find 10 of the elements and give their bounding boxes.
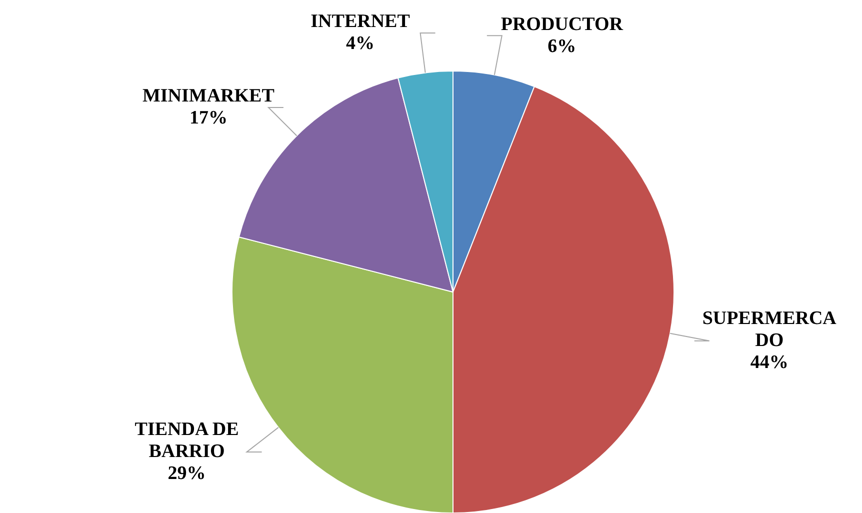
slice-label: INTERNET bbox=[310, 11, 410, 32]
data-label: 6% bbox=[548, 36, 576, 57]
data-label: 4% bbox=[346, 33, 375, 54]
data-label: 17% bbox=[189, 108, 228, 129]
slice-label: TIENDA DE BARRIO bbox=[134, 419, 239, 462]
slice-label: PRODUCTOR bbox=[500, 14, 624, 35]
slice-label: MINIMARKET bbox=[142, 86, 275, 107]
data-label: 29% bbox=[168, 463, 206, 484]
data-label: 44% bbox=[750, 352, 788, 374]
slice-label: SUPERMERCADO bbox=[702, 308, 837, 352]
